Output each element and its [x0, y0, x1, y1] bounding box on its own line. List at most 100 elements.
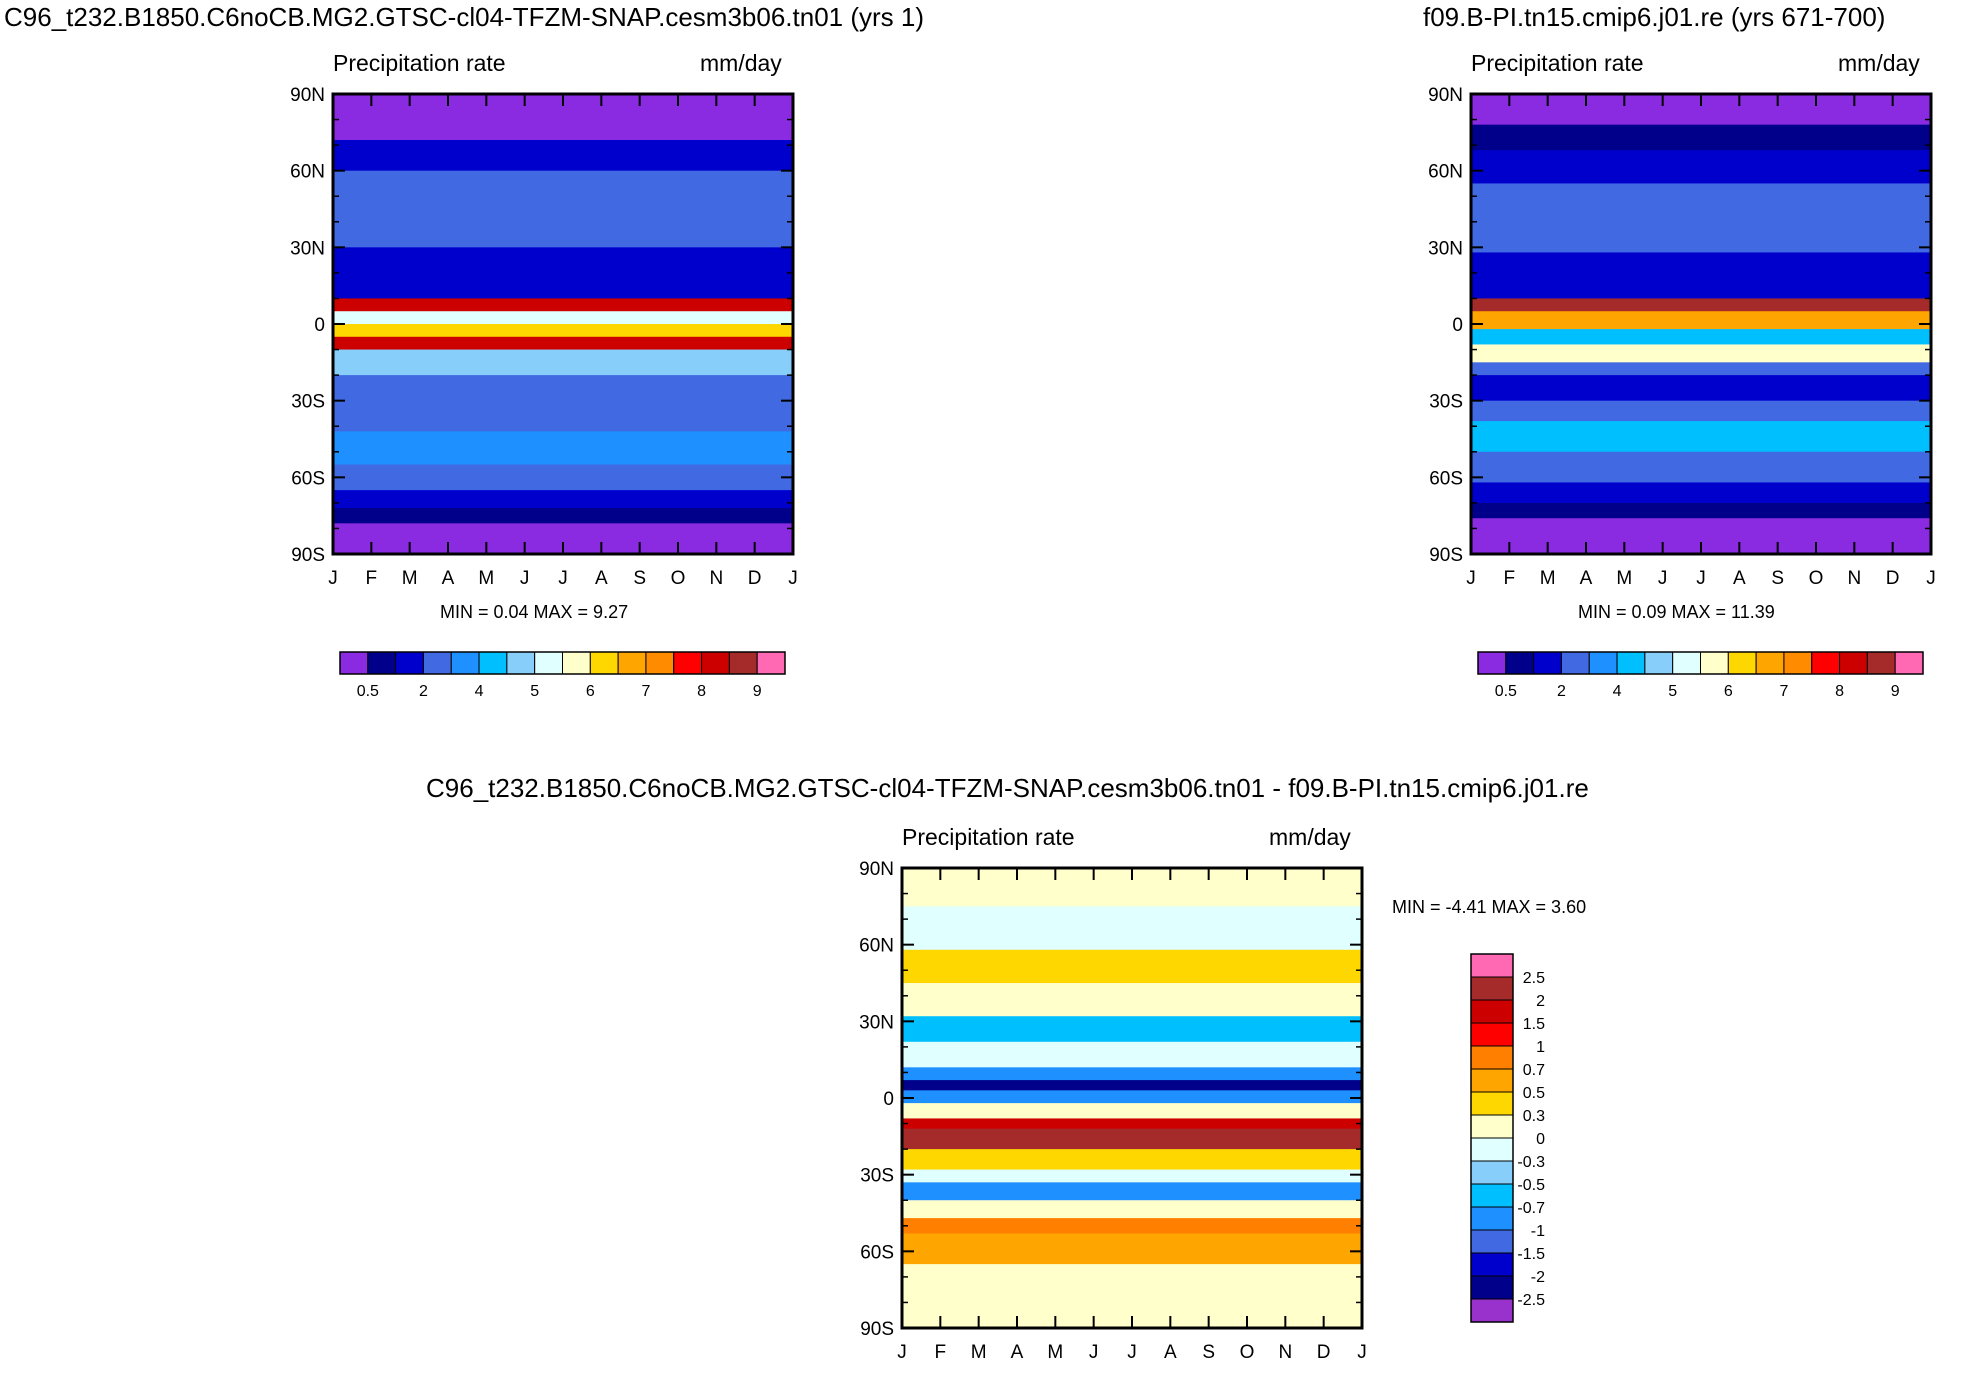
x-tick-label: A: [1011, 1342, 1024, 1363]
x-tick-label: N: [1278, 1342, 1292, 1363]
colorbar-box: [1560, 651, 1590, 675]
x-tick-label: S: [1771, 568, 1784, 589]
colorbar-box: [506, 651, 536, 675]
x-tick-label: D: [1886, 568, 1900, 589]
x-tick-label: A: [1580, 568, 1593, 589]
left-label-top-right: Precipitation rate: [1471, 50, 1644, 76]
colorbar-box: [339, 651, 369, 675]
band-bottom-diff-1: [902, 906, 1362, 951]
x-tick-label: J: [1466, 568, 1476, 589]
band-top-left-4: [333, 209, 793, 248]
band-top-left-10: [333, 336, 793, 351]
x-tick-label: S: [1202, 1342, 1215, 1363]
y-tick-label: 90S: [291, 545, 325, 566]
band-bottom-diff-14: [902, 1182, 1362, 1201]
band-top-left-16: [333, 490, 793, 509]
y-tick-label: 90S: [860, 1319, 894, 1340]
x-tick-label: A: [1733, 568, 1746, 589]
colorbar-box: [1470, 1068, 1514, 1093]
band-top-right-10: [1471, 344, 1931, 363]
colorbar-box: [1470, 1252, 1514, 1277]
colorbar-label: 0.7: [1523, 1062, 1545, 1079]
colorbar-box: [728, 651, 758, 675]
band-bottom-diff-8: [902, 1090, 1362, 1104]
band-bottom-diff-15: [902, 1200, 1362, 1219]
colorbar-box: [1470, 1091, 1514, 1116]
colorbar-label: 4: [1613, 683, 1622, 700]
colorbar-box: [673, 651, 703, 675]
colorbar-label: -2.5: [1517, 1292, 1545, 1309]
y-tick-label: 90N: [1428, 85, 1463, 106]
band-bottom-diff-2: [902, 949, 1362, 984]
x-tick-label: F: [1504, 568, 1516, 589]
colorbar-label: 0.5: [1523, 1085, 1545, 1102]
colorbar-box: [1866, 651, 1896, 675]
x-tick-label: S: [633, 568, 646, 589]
x-tick-label: J: [558, 568, 568, 589]
band-top-right-5: [1471, 252, 1931, 279]
x-tick-label: J: [897, 1342, 907, 1363]
colorbar-label: 9: [753, 683, 762, 700]
colorbar-label: 2: [1536, 993, 1545, 1010]
colorbar-box: [450, 651, 480, 675]
colorbar-label: -0.5: [1517, 1177, 1545, 1194]
x-tick-label: M: [1047, 1342, 1063, 1363]
colorbar-label: 7: [1779, 683, 1788, 700]
x-tick-label: J: [1357, 1342, 1367, 1363]
x-tick-label: O: [671, 568, 686, 589]
colorbar-label: 2.5: [1523, 970, 1545, 987]
x-tick-label: J: [1926, 568, 1936, 589]
band-bottom-diff-3: [902, 983, 1362, 1017]
colorbar-box: [701, 651, 730, 675]
colorbar-box: [1470, 1298, 1514, 1323]
band-bottom-diff-7: [902, 1080, 1362, 1091]
band-top-left-15: [333, 464, 793, 491]
colorbar-label: 8: [1835, 683, 1844, 700]
colorbar-box: [1470, 1137, 1514, 1162]
band-bottom-diff-10: [902, 1118, 1362, 1130]
colorbar-box: [1811, 651, 1841, 675]
band-top-right-4: [1471, 221, 1931, 254]
colorbar-label: 9: [1891, 683, 1900, 700]
colorbar-box: [1470, 1022, 1514, 1047]
colorbar-box: [617, 651, 647, 675]
band-top-right-2: [1471, 150, 1931, 185]
band-top-right-13: [1471, 400, 1931, 422]
y-tick-label: 0: [883, 1089, 894, 1110]
plot-top-left: J F M A M J J A S O N D J 90N 60N 30N 0 30S 60S 90S 0.5 2 4 5 6 7…: [290, 85, 798, 700]
plot-bottom-diff: J F M A M J J A S O N D J 90N 60N 30N 0 30S 60S 90S 2.5 2 1.5 1…: [859, 859, 1545, 1363]
y-tick-label: 30N: [859, 1012, 894, 1033]
colorbar-box: [562, 651, 591, 675]
colorbar-box: [1894, 651, 1924, 675]
band-bottom-diff-9: [902, 1103, 1362, 1120]
x-tick-label: O: [1809, 568, 1824, 589]
colorbar-box: [1470, 976, 1514, 1001]
x-tick-label: J: [328, 568, 338, 589]
y-tick-label: 0: [1452, 315, 1463, 336]
band-top-right-15: [1471, 451, 1931, 484]
x-tick-label: J: [1696, 568, 1706, 589]
title-top-right: f09.B-PI.tn15.cmip6.j01.re (yrs 671-700): [1423, 2, 1886, 32]
right-label-top-right: mm/day: [1838, 50, 1920, 76]
band-top-left-17: [333, 508, 793, 524]
y-tick-label: 90S: [1429, 545, 1463, 566]
x-tick-label: M: [1540, 568, 1556, 589]
colorbar-box: [1470, 999, 1514, 1024]
colorbar-box: [645, 651, 675, 675]
colorbar-box: [395, 651, 424, 675]
band-bottom-diff-11: [902, 1128, 1362, 1150]
band-top-right-8: [1471, 311, 1931, 330]
x-tick-label: O: [1240, 1342, 1255, 1363]
y-tick-label: 90N: [290, 85, 325, 106]
colorbar-label: 0: [1536, 1131, 1545, 1148]
colorbar-label: 0.3: [1523, 1108, 1545, 1125]
colorbar-label: 7: [641, 683, 650, 700]
title-top-left: C96_t232.B1850.C6noCB.MG2.GTSC-cl04-TFZM…: [4, 2, 924, 32]
colorbar-label: 2: [1557, 683, 1566, 700]
colorbar-box: [756, 651, 786, 675]
colorbar-label: 5: [530, 683, 539, 700]
band-top-right-11: [1471, 362, 1931, 376]
y-tick-label: 30N: [1428, 238, 1463, 259]
band-top-left-6: [333, 272, 793, 300]
